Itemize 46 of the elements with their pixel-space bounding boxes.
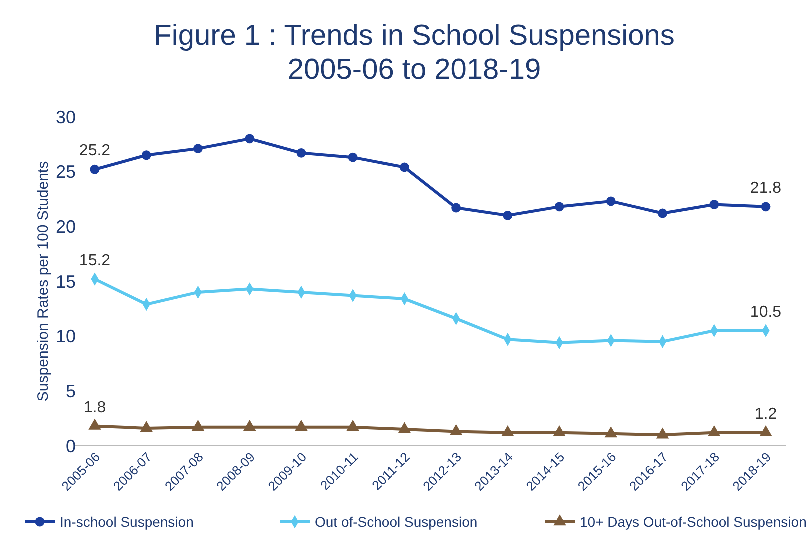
point <box>710 200 720 210</box>
point <box>450 424 463 436</box>
point <box>88 418 102 430</box>
point <box>346 420 360 432</box>
y-tick-label: 0 <box>66 436 76 456</box>
point <box>503 210 513 220</box>
legend-label: Out of-School Suspension <box>315 514 478 530</box>
y-tick-label: 5 <box>66 381 76 402</box>
point <box>553 426 566 437</box>
y-tick-label: 30 <box>56 107 76 128</box>
point <box>142 150 152 160</box>
point <box>398 422 412 434</box>
point <box>194 144 203 154</box>
point <box>502 426 514 437</box>
chart-title: Figure 1 : Trends in School Suspensions 2005-06 to 2018-19 <box>154 20 675 86</box>
data-label: 21.8 <box>750 180 782 197</box>
point <box>245 134 255 144</box>
point <box>554 202 564 212</box>
point <box>452 203 462 213</box>
y-tick-label: 25 <box>56 162 76 182</box>
point <box>760 426 772 437</box>
data-label: 15.2 <box>79 252 111 270</box>
point <box>604 426 618 438</box>
legend-label: 10+ Days Out-of-School Suspension <box>580 514 807 530</box>
legend-label: In-school Suspension <box>60 514 194 530</box>
point <box>708 426 721 437</box>
y-axis-title: Suspension Rates per 100 Students <box>35 161 52 402</box>
y-tick-label: 20 <box>56 216 76 237</box>
data-label: 1.8 <box>84 399 106 416</box>
data-label: 10.5 <box>750 304 782 321</box>
point <box>192 420 205 432</box>
point <box>761 202 771 212</box>
point <box>658 208 668 218</box>
point <box>295 420 308 432</box>
data-label: 25.2 <box>79 142 111 160</box>
point <box>90 164 100 174</box>
y-tick-label: 10 <box>56 326 76 347</box>
data-label: 1.2 <box>754 406 778 423</box>
point <box>606 196 616 206</box>
point <box>348 152 358 162</box>
point <box>140 421 153 432</box>
point <box>296 148 306 158</box>
point <box>656 428 670 439</box>
point <box>400 162 410 172</box>
point <box>243 420 256 432</box>
y-tick-label: 15 <box>56 272 76 292</box>
